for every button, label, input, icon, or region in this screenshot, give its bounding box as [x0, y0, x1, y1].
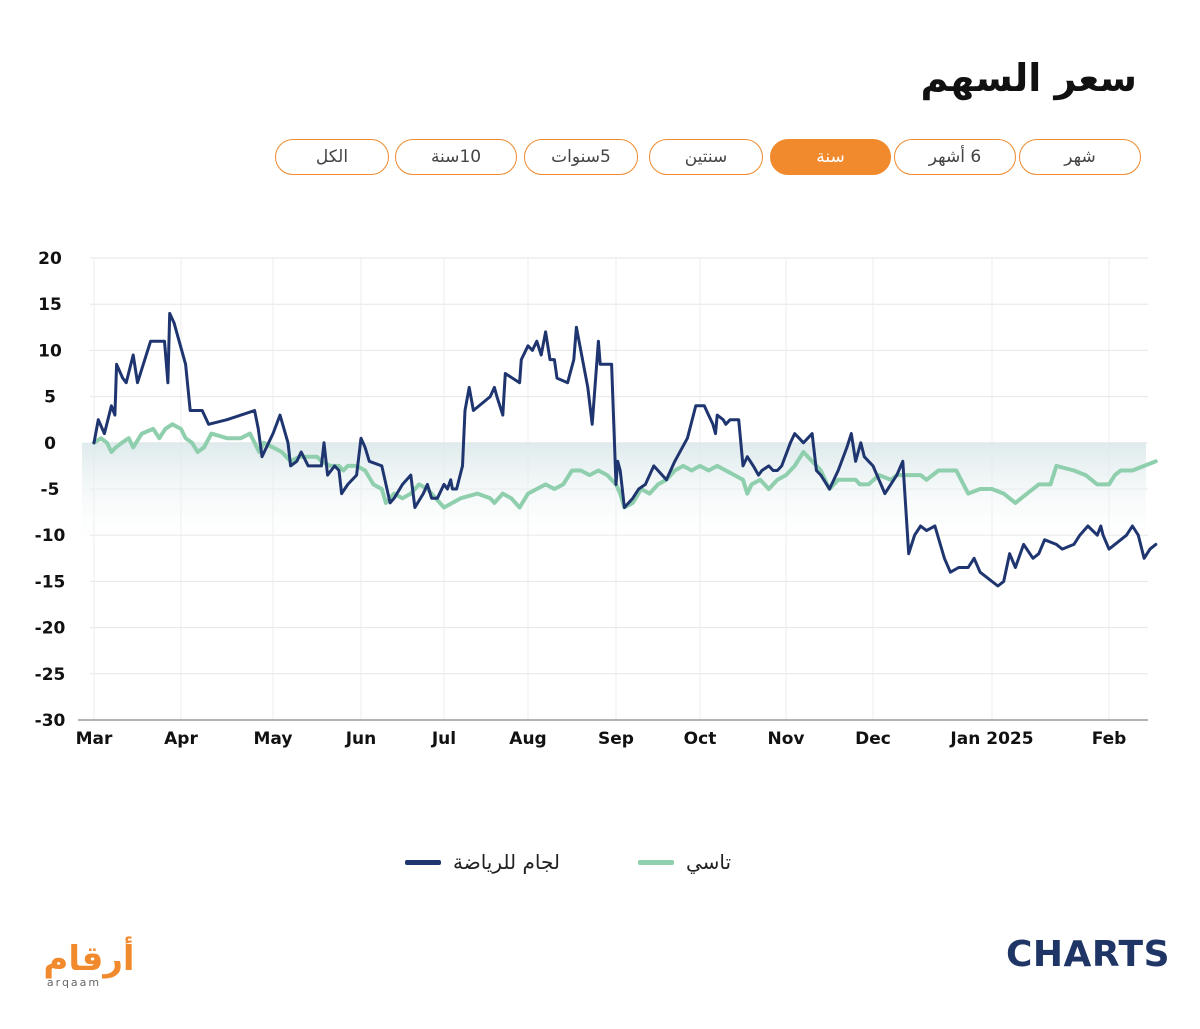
y-tick-label: -10 [35, 526, 66, 546]
y-tick-label: -20 [35, 619, 66, 639]
tab-5-years[interactable]: 5سنوات [524, 139, 638, 175]
tab-2-years[interactable]: سنتين [649, 139, 763, 175]
x-tick-label: Jan 2025 [949, 729, 1033, 749]
x-tick-label: Feb [1092, 729, 1127, 749]
y-tick-label: 15 [38, 295, 62, 315]
y-tick-label: 0 [44, 434, 56, 454]
y-tick-label: 5 [44, 388, 56, 408]
page-title: سعر السهم [920, 56, 1137, 100]
arqaam-logo-en-text: arqaam [47, 976, 101, 989]
y-tick-label: -15 [35, 572, 66, 592]
y-tick-label: -30 [35, 711, 66, 731]
x-tick-label: Jul [431, 729, 456, 749]
y-tick-label: 10 [38, 341, 62, 361]
x-tick-label: Mar [76, 729, 113, 749]
arqaam-logo: أرقام arqaam [43, 936, 134, 989]
legend-label-lajam: لجام للرياضة [453, 850, 560, 874]
x-tick-label: Apr [164, 729, 198, 749]
legend-item-tasi[interactable]: تاسي [638, 846, 731, 878]
arqaam-logo-ar-text: أرقام [43, 936, 134, 979]
x-tick-label: Sep [598, 729, 634, 749]
tab-1-year[interactable]: سنة [770, 139, 891, 175]
period-tabs: شهر 6 أشهر سنة سنتين 5سنوات 10سنة الكل [0, 139, 1200, 177]
y-tick-label: -25 [35, 665, 66, 685]
x-tick-label: May [254, 729, 293, 749]
series-line-tasi [92, 422, 1158, 510]
x-tick-label: Nov [768, 729, 805, 749]
tab-6-months[interactable]: 6 أشهر [894, 139, 1016, 175]
legend-item-lajam[interactable]: لجام للرياضة [405, 846, 560, 878]
x-tick-label: Dec [855, 729, 891, 749]
series-line-lajam [92, 311, 1158, 588]
price-chart: 20 15 10 5 0 -5 -10 -15 -20 -25 -30 Mar Apr May Jun Jul… [35, 249, 1158, 749]
x-tick-label: Aug [509, 729, 546, 749]
y-tick-label: 20 [38, 249, 62, 269]
charts-logo: CHARTS [1006, 934, 1170, 975]
tab-all[interactable]: الكل [275, 139, 389, 175]
y-tick-label: -5 [41, 480, 60, 500]
legend-label-tasi: تاسي [686, 850, 732, 874]
x-tick-label: Jun [345, 729, 377, 749]
legend-swatch-tasi [638, 859, 674, 865]
tab-1-month[interactable]: شهر [1019, 139, 1141, 175]
x-tick-label: Oct [684, 729, 717, 749]
tab-10-years[interactable]: 10سنة [395, 139, 517, 175]
legend-swatch-lajam [405, 859, 441, 865]
